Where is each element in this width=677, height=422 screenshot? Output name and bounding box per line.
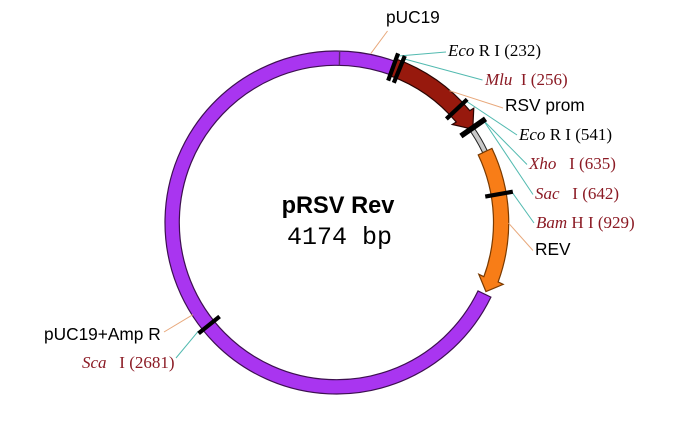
svg-text:pUC19: pUC19: [386, 7, 440, 27]
svg-text:REV: REV: [535, 239, 571, 259]
svg-text:4174 bp: 4174 bp: [287, 223, 392, 252]
svg-text:Eco R I (541): Eco R I (541): [518, 125, 612, 144]
svg-text:Sca I (2681): Sca I (2681): [82, 353, 175, 372]
svg-text:Xho I (635): Xho I (635): [528, 154, 616, 173]
svg-text:pRSV Rev: pRSV Rev: [282, 193, 396, 219]
svg-text:pUC19+Amp R: pUC19+Amp R: [44, 324, 161, 344]
svg-text:Sac I (642): Sac I (642): [535, 184, 619, 203]
svg-text:Bam H I (929): Bam H I (929): [536, 213, 635, 232]
svg-text:Eco R I (232): Eco R I (232): [447, 41, 541, 60]
svg-text:RSV prom: RSV prom: [505, 95, 585, 115]
svg-text:Mlu I (256): Mlu I (256): [484, 70, 568, 89]
